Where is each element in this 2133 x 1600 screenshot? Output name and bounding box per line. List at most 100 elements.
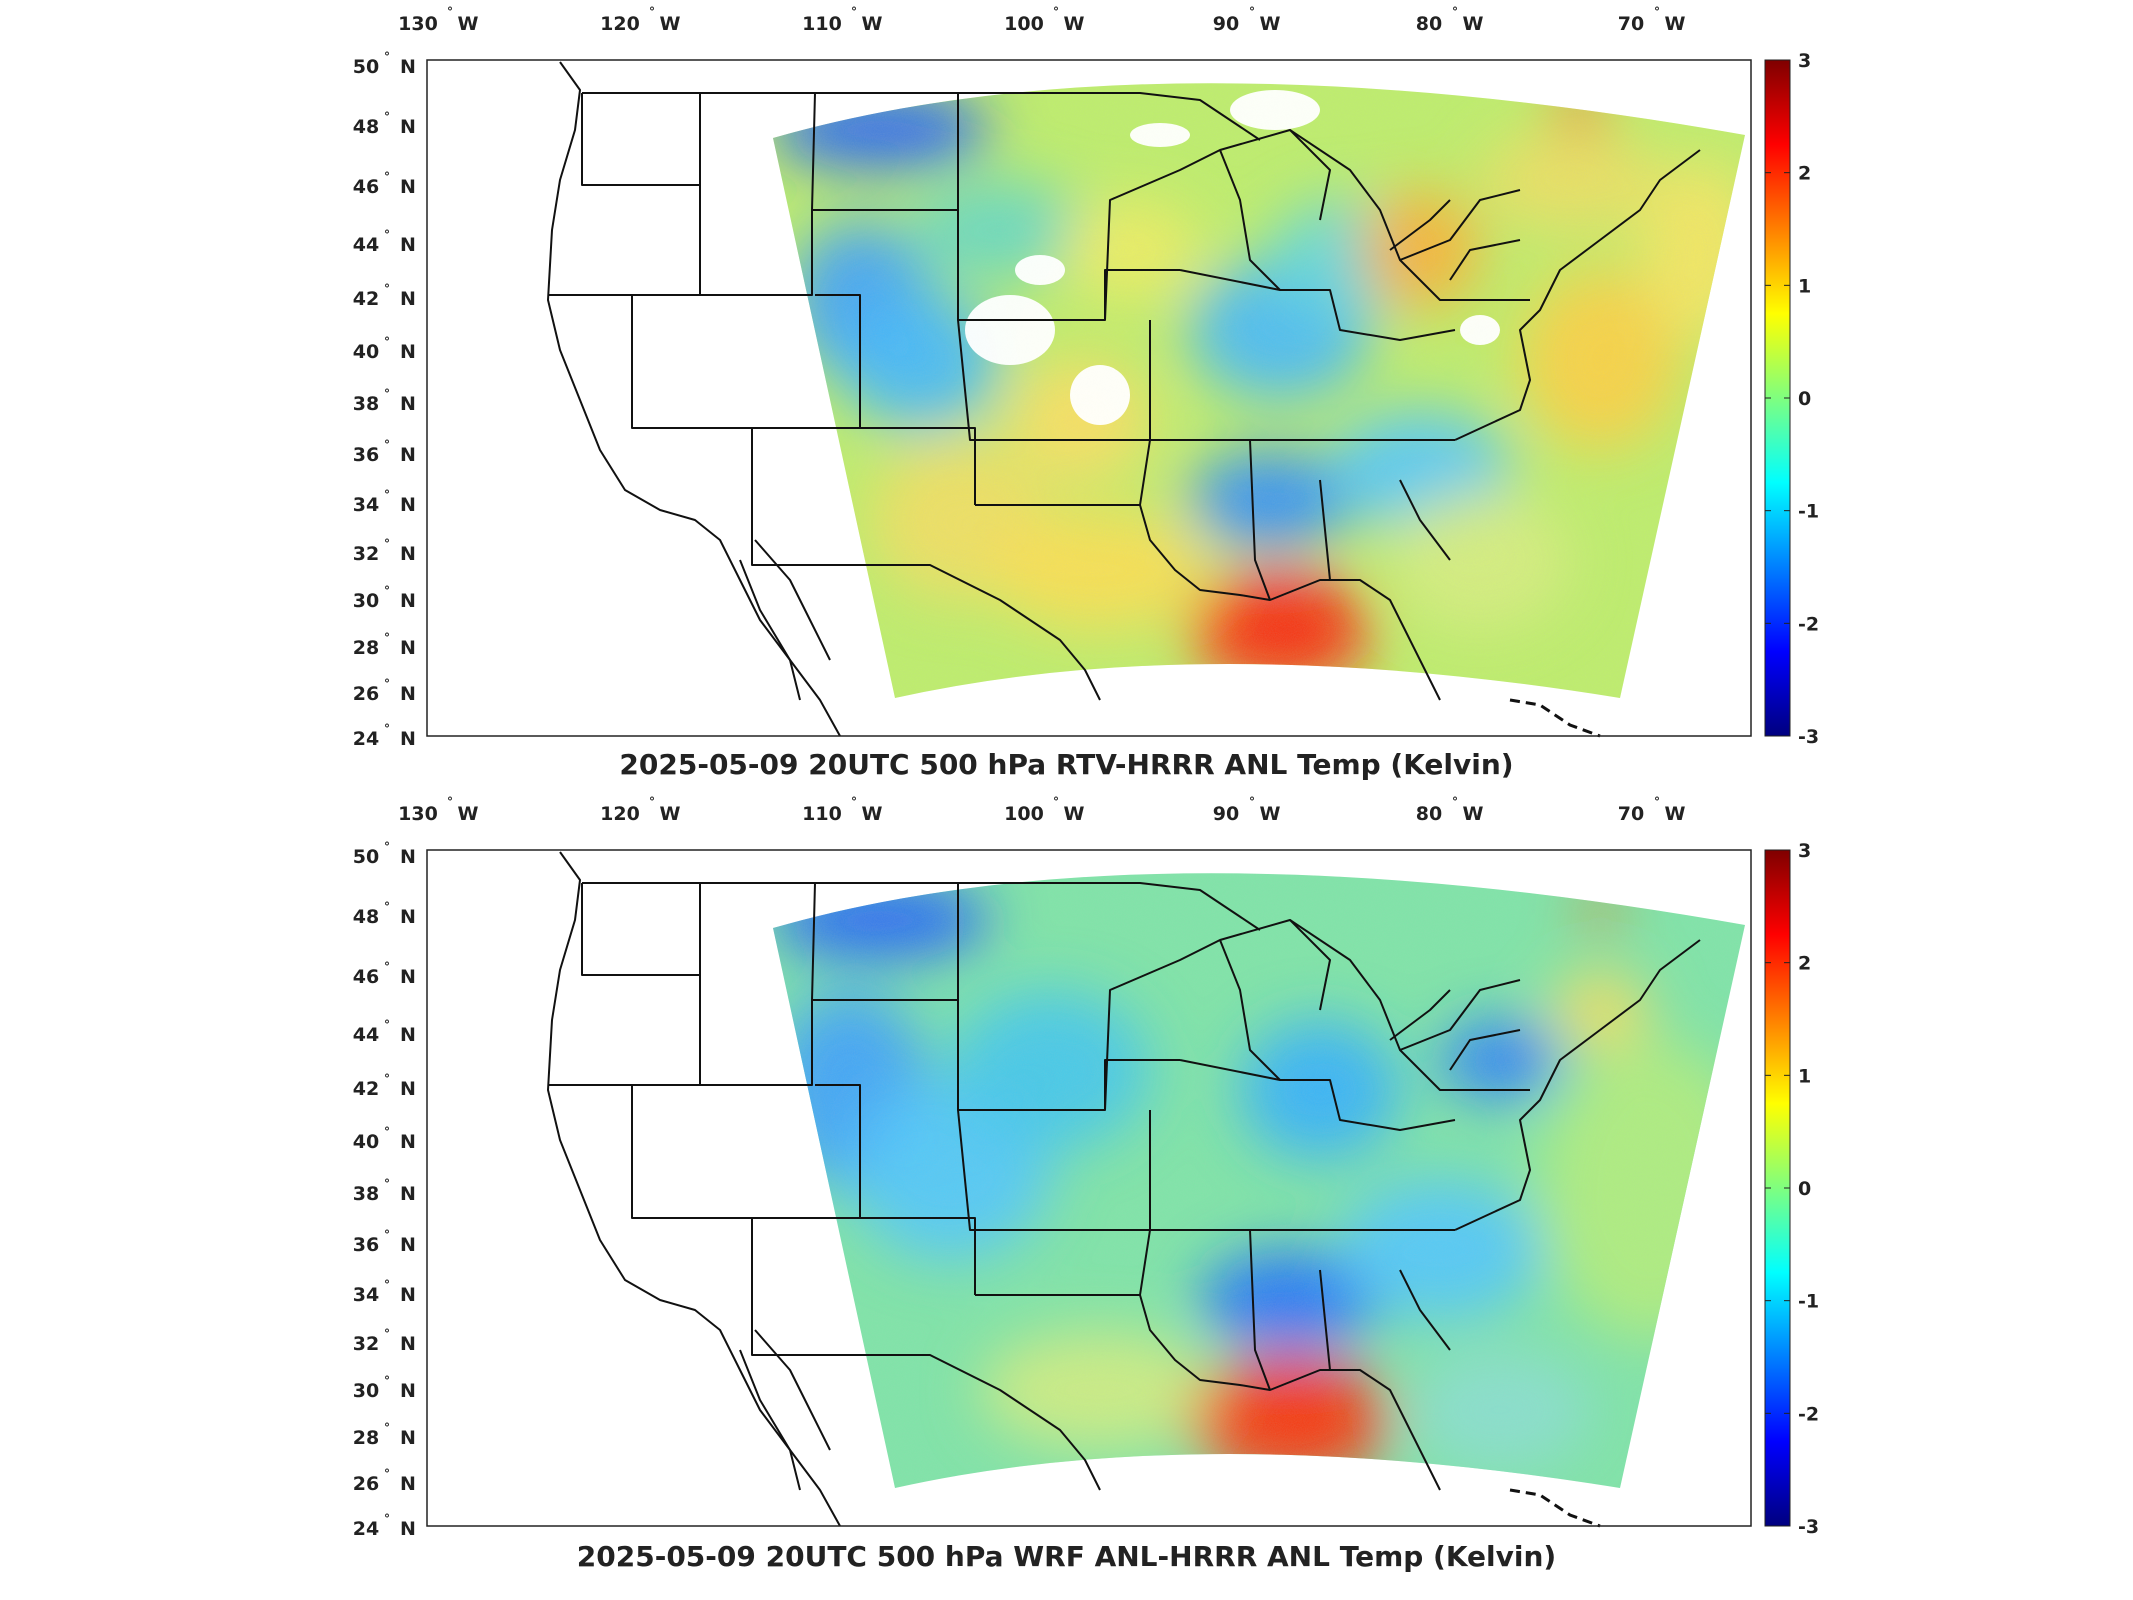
colorbar-tick-2: 2 (1765, 163, 1811, 185)
svg-text:W: W (862, 803, 883, 825)
svg-text:26: 26 (353, 683, 379, 705)
svg-text:36: 36 (353, 1234, 379, 1256)
map-frame (426, 849, 1752, 1527)
svg-text:°: ° (384, 335, 390, 349)
colorbar-tick--1: -1 (1765, 501, 1819, 523)
coastline-and-borders (547, 851, 1701, 1528)
svg-text:°: ° (649, 795, 655, 809)
svg-text:28: 28 (353, 1427, 379, 1449)
svg-text:34: 34 (353, 494, 379, 516)
svg-text:°: ° (384, 50, 390, 64)
svg-text:-1: -1 (1798, 1291, 1819, 1313)
lon-tick-130: 130 ° W (398, 795, 478, 825)
lat-tick-32: 32 ° N (353, 537, 416, 565)
svg-text:N: N (400, 846, 416, 868)
lat-tick-34: 34 ° N (353, 488, 416, 516)
svg-text:N: N (400, 116, 416, 138)
map-panel-wrf: 130 ° W 120 ° W 110 ° W 100 ° W 90 ° W 80 ° W 70 ° W 50 ° N 48 °… (0, 790, 2133, 1600)
svg-text:°: ° (384, 537, 390, 551)
svg-text:N: N (400, 1131, 416, 1153)
lat-tick-36: 36 ° N (353, 1228, 416, 1256)
lon-tick-90: 90 ° W (1213, 5, 1281, 35)
longitude-tick-labels: 130 ° W 120 ° W 110 ° W 100 ° W 90 ° W 80 ° W 70 ° W (398, 5, 1685, 35)
svg-text:2: 2 (1798, 953, 1811, 975)
svg-text:80: 80 (1416, 803, 1442, 825)
lon-tick-90: 90 ° W (1213, 795, 1281, 825)
lon-tick-80: 80 ° W (1416, 5, 1484, 35)
svg-text:°: ° (447, 5, 453, 19)
lat-tick-38: 38 ° N (353, 1177, 416, 1205)
colorbar: 3 2 1 0 -1 -2 -3 (1764, 50, 1819, 748)
svg-text:°: ° (384, 584, 390, 598)
svg-text:130: 130 (398, 13, 438, 35)
svg-text:32: 32 (353, 543, 379, 565)
svg-text:°: ° (851, 5, 857, 19)
svg-text:38: 38 (353, 393, 379, 415)
svg-text:°: ° (384, 840, 390, 854)
svg-text:90: 90 (1213, 803, 1239, 825)
svg-text:3: 3 (1798, 840, 1811, 862)
svg-text:48: 48 (353, 116, 379, 138)
svg-text:N: N (400, 683, 416, 705)
temperature-field (773, 873, 1745, 1488)
svg-text:90: 90 (1213, 13, 1239, 35)
svg-text:34: 34 (353, 1284, 379, 1306)
svg-text:N: N (400, 1284, 416, 1306)
svg-text:-2: -2 (1798, 613, 1819, 635)
svg-text:°: ° (384, 170, 390, 184)
svg-text:2: 2 (1798, 163, 1811, 185)
svg-text:24: 24 (353, 1518, 379, 1540)
svg-text:N: N (400, 1234, 416, 1256)
svg-text:W: W (1463, 803, 1484, 825)
colorbar-tick--2: -2 (1765, 1403, 1819, 1425)
svg-text:°: ° (384, 900, 390, 914)
lon-tick-130: 130 ° W (398, 5, 478, 35)
latitude-tick-labels: 50 ° N 48 ° N 46 ° N 44 ° N 42 ° N 40 ° N 38 ° N 36 ° N 34 ° N 32 ° N… (353, 840, 416, 1540)
svg-text:120: 120 (600, 803, 640, 825)
svg-text:N: N (400, 444, 416, 466)
colorbar-tick-2: 2 (1765, 953, 1811, 975)
svg-text:44: 44 (353, 234, 379, 256)
svg-text:30: 30 (353, 1380, 379, 1402)
lat-tick-32: 32 ° N (353, 1327, 416, 1355)
colorbar-tick-3: 3 (1765, 50, 1811, 72)
svg-text:W: W (660, 803, 681, 825)
svg-text:70: 70 (1618, 803, 1644, 825)
svg-text:°: ° (384, 631, 390, 645)
svg-text:W: W (458, 13, 479, 35)
lat-tick-24: 24 ° N (353, 722, 416, 750)
svg-text:N: N (400, 1024, 416, 1046)
lon-tick-120: 120 ° W (600, 795, 680, 825)
svg-text:°: ° (384, 1512, 390, 1526)
lat-tick-50: 50 ° N (353, 50, 416, 78)
svg-text:°: ° (1249, 5, 1255, 19)
lat-tick-36: 36 ° N (353, 438, 416, 466)
map-title: 2025-05-09 20UTC 500 hPa RTV-HRRR ANL Te… (619, 748, 1514, 781)
svg-text:50: 50 (353, 846, 379, 868)
svg-text:N: N (400, 494, 416, 516)
lat-tick-24: 24 ° N (353, 1512, 416, 1540)
svg-text:°: ° (649, 5, 655, 19)
svg-text:N: N (400, 1380, 416, 1402)
svg-text:N: N (400, 1078, 416, 1100)
svg-text:°: ° (384, 438, 390, 452)
svg-text:42: 42 (353, 288, 379, 310)
svg-text:3: 3 (1798, 50, 1811, 72)
svg-text:-1: -1 (1798, 501, 1819, 523)
svg-text:40: 40 (353, 341, 379, 363)
colorbar: 3 2 1 0 -1 -2 -3 (1764, 840, 1819, 1538)
svg-text:70: 70 (1618, 13, 1644, 35)
svg-text:30: 30 (353, 590, 379, 612)
svg-text:W: W (1260, 13, 1281, 35)
svg-text:W: W (1260, 803, 1281, 825)
svg-text:W: W (458, 803, 479, 825)
svg-text:W: W (1665, 803, 1686, 825)
svg-text:W: W (1064, 803, 1085, 825)
svg-text:46: 46 (353, 176, 379, 198)
lon-tick-120: 120 ° W (600, 5, 680, 35)
svg-text:°: ° (851, 795, 857, 809)
colorbar-tick-0: 0 (1765, 1178, 1811, 1200)
svg-text:W: W (1463, 13, 1484, 35)
svg-text:°: ° (1053, 5, 1059, 19)
lat-tick-42: 42 ° N (353, 282, 416, 310)
